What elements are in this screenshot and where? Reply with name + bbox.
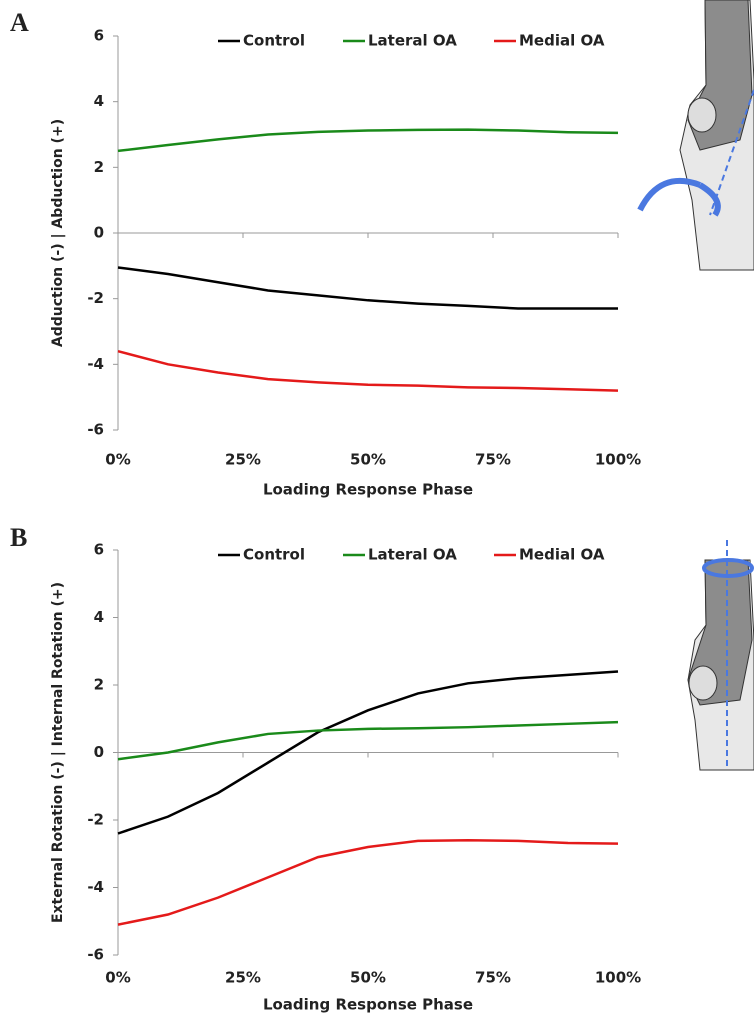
x-tick-label: 100%	[595, 451, 641, 469]
x-tick-label: 50%	[350, 451, 386, 469]
y-tick-label: -2	[87, 811, 104, 829]
y-axis-title: Adduction (-) | Abduction (+)	[50, 119, 66, 347]
x-axis-title: Loading Response Phase	[263, 481, 473, 499]
y-tick-label: -2	[87, 289, 104, 307]
y-tick-label: 2	[94, 158, 104, 176]
y-axis-title: External Rotation (-) | Internal Rotatio…	[50, 582, 66, 923]
series-line	[117, 670, 619, 835]
series-line	[117, 349, 619, 392]
legend-label: Control	[243, 32, 305, 50]
y-tick-label: 6	[94, 27, 104, 45]
series-line	[117, 720, 619, 761]
panel-label: A	[10, 8, 29, 37]
y-tick-label: -6	[87, 421, 104, 439]
y-tick-label: -4	[87, 878, 104, 896]
legend-label: Medial OA	[519, 32, 605, 50]
x-tick-label: 75%	[475, 969, 511, 987]
x-tick-label: 75%	[475, 451, 511, 469]
legend-label: Control	[243, 546, 305, 564]
knee-illustration-a	[637, 0, 754, 271]
y-tick-label: -6	[87, 946, 104, 964]
x-tick-label: 25%	[225, 451, 261, 469]
legend-label: Medial OA	[519, 546, 605, 564]
x-tick-label: 50%	[350, 969, 386, 987]
y-tick-label: 4	[94, 608, 104, 626]
y-tick-label: -4	[87, 355, 104, 373]
x-tick-label: 100%	[595, 969, 641, 987]
series-line	[117, 266, 618, 310]
x-tick-label: 0%	[105, 969, 130, 987]
series-line	[117, 838, 619, 926]
legend-label: Lateral OA	[368, 32, 457, 50]
knee-illustration-b	[687, 540, 754, 771]
x-tick-label: 0%	[105, 451, 130, 469]
panel-label: B	[10, 523, 27, 552]
legend-label: Lateral OA	[368, 546, 457, 564]
y-tick-label: 2	[94, 676, 104, 694]
y-tick-label: 0	[94, 743, 104, 761]
x-tick-label: 25%	[225, 969, 261, 987]
series-line	[117, 128, 619, 153]
x-axis-title: Loading Response Phase	[263, 996, 473, 1014]
y-tick-label: 0	[94, 224, 104, 242]
y-tick-label: 6	[94, 541, 104, 559]
y-tick-label: 4	[94, 92, 104, 110]
